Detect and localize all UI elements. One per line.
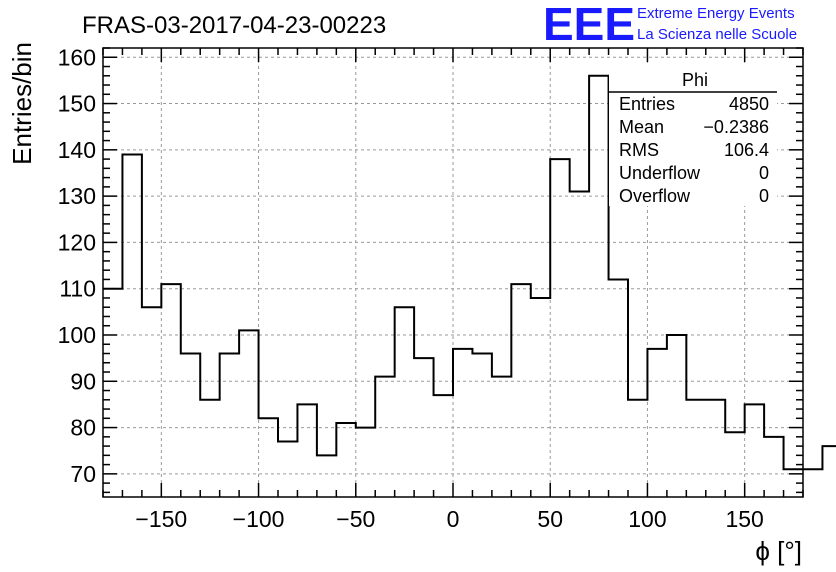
axis-ticks [102,47,804,497]
histogram-line [103,74,836,471]
x-tick-label: −100 [233,506,285,532]
stats-value: 0 [759,163,769,183]
x-tick-label: −50 [336,506,375,532]
x-axis-title: ϕ [°] [755,536,802,566]
y-tick-label: 120 [58,229,96,255]
eee-logo-mark: EEE [543,0,635,50]
y-tick-label: 90 [70,368,96,394]
x-tick-label: −150 [135,506,187,532]
logo-line-1: Extreme Energy Events [637,5,795,22]
stats-label: Underflow [619,163,701,183]
stats-value: 106.4 [724,140,769,160]
x-tick-label: 100 [628,506,666,532]
x-tick-label: 50 [537,506,563,532]
x-tick-label: 0 [447,506,460,532]
y-tick-label: 160 [58,44,96,70]
stats-label: Overflow [619,186,691,206]
stats-label: Mean [619,117,664,137]
chart-title: FRAS-03-2017-04-23-00223 [82,12,386,39]
stats-value: −0.2386 [703,117,769,137]
y-axis-title: Entries/bin [7,42,37,165]
stats-label: Entries [619,94,675,114]
stats-value: 0 [759,186,769,206]
eee-logo: EEE Extreme Energy Events La Scienza nel… [543,0,797,50]
tick-labels: −150 −100 −50 0 50 100 150 70 80 90 100 110 120 130 14… [58,44,764,532]
y-tick-label: 70 [70,461,96,487]
y-tick-label: 100 [58,322,96,348]
y-tick-label: 140 [58,137,96,163]
stats-value: 4850 [729,94,769,114]
y-tick-label: 150 [58,91,96,117]
y-tick-label: 80 [70,415,96,441]
stats-box: Phi Entries 4850 Mean −0.2386 RMS 106.4 Underf… [609,66,777,206]
stats-title: Phi [682,70,708,90]
stats-label: RMS [619,140,659,160]
stats-background [609,66,777,206]
logo-line-2: La Scienza nelle Scuole [637,26,797,43]
y-tick-label: 130 [58,183,96,209]
x-tick-label: 150 [725,506,763,532]
y-tick-label: 110 [59,276,96,302]
